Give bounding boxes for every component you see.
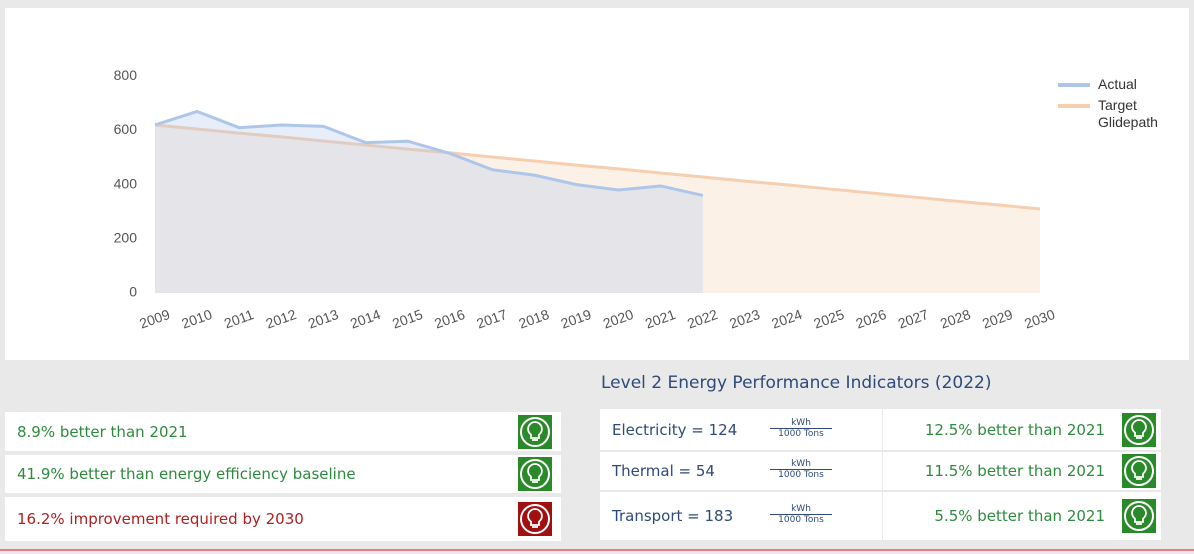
unit-top: kWh bbox=[770, 418, 832, 429]
indicator-row: Electricity = 124 kWh 1000 Tons 12.5% bette… bbox=[600, 409, 1161, 450]
bulb-ring bbox=[520, 416, 550, 447]
bottom-rule bbox=[0, 549, 1194, 551]
bulb bbox=[520, 504, 550, 534]
legend-swatch bbox=[1058, 83, 1090, 87]
chart-panel bbox=[5, 8, 1189, 360]
y-tick-label: 400 bbox=[114, 175, 138, 191]
area-fill bbox=[155, 124, 1040, 293]
status-icon bbox=[1122, 499, 1156, 533]
legend-label: Target Glidepath bbox=[1098, 97, 1158, 130]
cell-divider bbox=[882, 452, 883, 490]
legend-label: Actual bbox=[1098, 76, 1137, 92]
series-line bbox=[154, 109, 704, 197]
status-icon bbox=[1122, 412, 1156, 447]
bulb-ring bbox=[520, 504, 550, 534]
unit-bottom: 1000 Tons bbox=[778, 515, 824, 525]
area-fill bbox=[155, 111, 703, 294]
status-icon bbox=[1122, 454, 1156, 488]
indicator-row: Transport = 183 kWh 1000 Tons 5.5% better t… bbox=[600, 492, 1161, 540]
indicator-row: Thermal = 54 kWh 1000 Tons 11.5% better tha… bbox=[600, 452, 1161, 490]
bulb bbox=[520, 459, 550, 489]
indicator-label: Thermal = 54 bbox=[612, 462, 715, 480]
bulb-glyph bbox=[527, 463, 543, 483]
indicator-label: Transport = 183 bbox=[612, 507, 734, 525]
indicator-change: 12.5% better than 2021 bbox=[924, 420, 1105, 439]
indicator-unit: kWh 1000 Tons bbox=[770, 459, 832, 480]
unit-top: kWh bbox=[770, 459, 832, 470]
summary-text: 41.9% better than energy efficiency base… bbox=[17, 465, 356, 483]
cell-divider bbox=[882, 492, 883, 540]
indicator-change: 5.5% better than 2021 bbox=[934, 507, 1105, 525]
bulb-glyph bbox=[1131, 418, 1147, 439]
indicators-title: Level 2 Energy Performance Indicators (2… bbox=[601, 373, 992, 393]
legend-item: Target Glidepath bbox=[1058, 97, 1178, 131]
bulb-glyph bbox=[1131, 460, 1147, 480]
y-tick-label: 200 bbox=[114, 230, 138, 246]
y-tick-label: 800 bbox=[114, 67, 138, 83]
bulb bbox=[520, 416, 550, 447]
status-icon bbox=[518, 414, 552, 449]
unit-top: kWh bbox=[770, 504, 832, 515]
unit-bottom: 1000 Tons bbox=[778, 428, 824, 439]
unit-bottom: 1000 Tons bbox=[778, 470, 824, 480]
legend: Actual Target Glidepath bbox=[1058, 76, 1178, 135]
bulb-glyph bbox=[527, 508, 543, 528]
summary-text: 16.2% improvement required by 2030 bbox=[17, 510, 304, 528]
bulb-ring bbox=[1124, 456, 1154, 486]
status-icon bbox=[518, 457, 552, 491]
legend-item: Actual bbox=[1058, 76, 1178, 93]
bulb bbox=[1124, 414, 1154, 445]
series-line bbox=[154, 123, 1041, 211]
indicator-label: Electricity = 124 bbox=[612, 420, 738, 439]
bulb bbox=[1124, 456, 1154, 486]
y-tick-label: 0 bbox=[129, 284, 137, 300]
bulb-ring bbox=[1124, 501, 1154, 531]
indicator-unit: kWh 1000 Tons bbox=[770, 418, 832, 439]
summary-row: 16.2% improvement required by 2030 bbox=[5, 497, 561, 541]
bulb bbox=[1124, 501, 1154, 531]
summary-row: 8.9% better than 2021 bbox=[5, 412, 561, 451]
indicator-unit: kWh 1000 Tons bbox=[770, 504, 832, 525]
cell-divider bbox=[882, 409, 883, 450]
summary-text: 8.9% better than 2021 bbox=[17, 422, 188, 441]
status-icon bbox=[518, 502, 552, 536]
y-tick-label: 600 bbox=[114, 121, 138, 137]
legend-swatch bbox=[1058, 104, 1090, 108]
bulb-ring bbox=[520, 459, 550, 489]
bulb-glyph bbox=[527, 420, 543, 441]
indicator-change: 11.5% better than 2021 bbox=[924, 462, 1105, 480]
summary-row: 41.9% better than energy efficiency base… bbox=[5, 455, 561, 493]
bulb-glyph bbox=[1131, 505, 1147, 525]
bulb-ring bbox=[1124, 414, 1154, 445]
